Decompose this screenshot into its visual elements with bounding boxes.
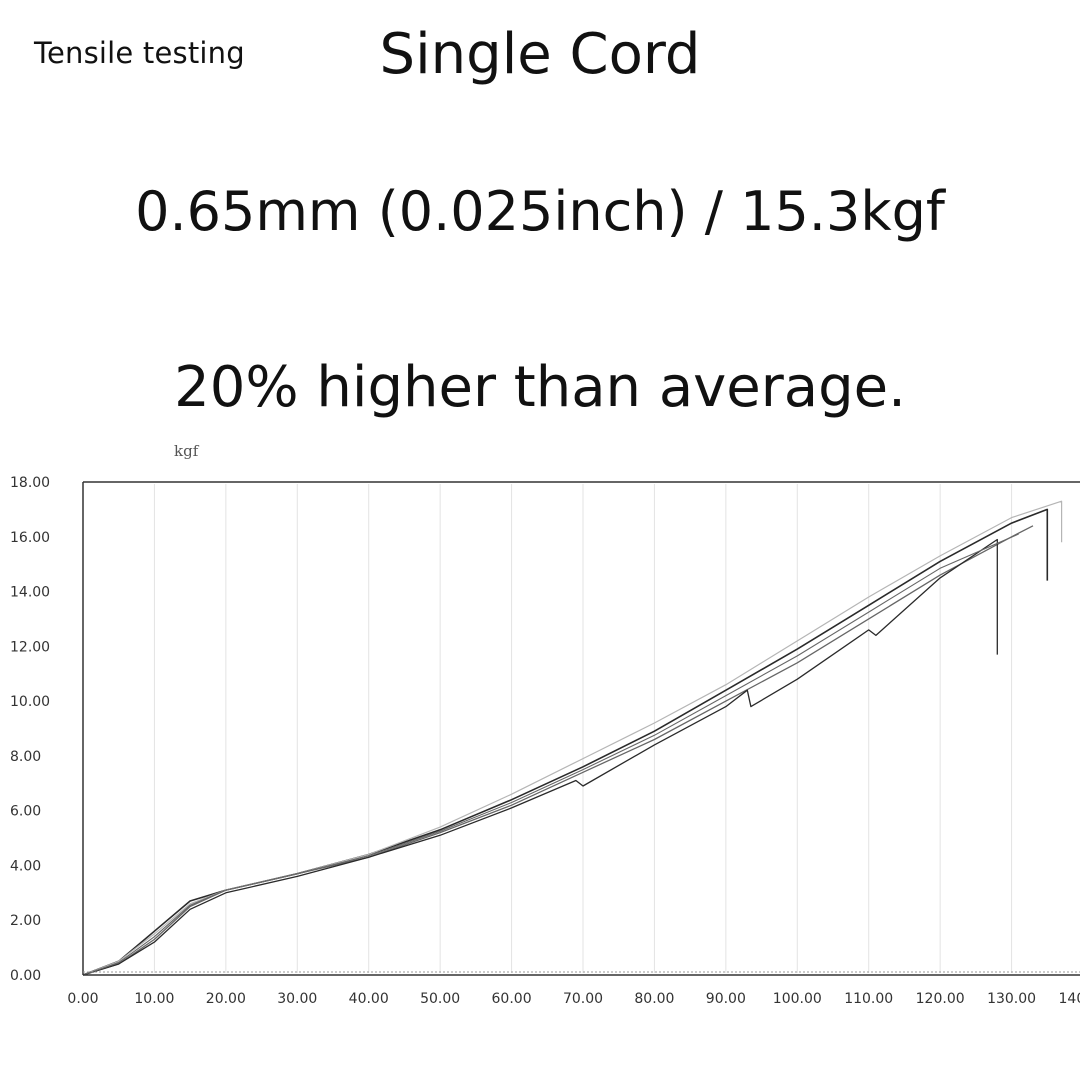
curve-layer: [82, 500, 1063, 976]
spec-line: 0.65mm (0.025inch) / 15.3kgf: [135, 180, 945, 243]
y-tick-label: 10.00: [10, 694, 50, 710]
x-tick-label: 90.00: [706, 991, 746, 1007]
x-tick-label: 80.00: [634, 991, 674, 1007]
y-tick-label: 6.00: [10, 804, 41, 820]
y-tick-label: 2.00: [10, 913, 41, 929]
axis-layer: [82, 481, 1080, 976]
small-title: Tensile testing: [34, 36, 245, 70]
x-tick-label: 20.00: [206, 991, 246, 1007]
y-axis-unit-label: kgf: [174, 442, 200, 460]
series-line-1: [82, 508, 1049, 976]
x-tick-label: 70.00: [563, 991, 603, 1007]
x-tick-label: 100.00: [773, 991, 822, 1007]
y-tick-label: 12.00: [10, 639, 50, 655]
page-title: Single Cord: [379, 22, 701, 87]
grid-layer: [153, 484, 1013, 973]
x-tick-label: 30.00: [277, 991, 317, 1007]
x-tick-label: 140.00: [1059, 991, 1080, 1007]
x-tick-label: 60.00: [492, 991, 532, 1007]
series-line-3: [82, 500, 1063, 976]
y-tick-label: 16.00: [10, 530, 50, 546]
x-tick-label: 110.00: [844, 991, 893, 1007]
y-tick-label: 8.00: [10, 749, 41, 765]
x-tick-label: 120.00: [916, 991, 965, 1007]
y-tick-label: 18.00: [10, 475, 50, 491]
x-tick-label: 40.00: [349, 991, 389, 1007]
y-tick-label: 4.00: [10, 858, 41, 874]
series-line-2: [82, 525, 1034, 976]
x-tick-label: 0.00: [67, 991, 98, 1007]
tensile-chart: 0.00 2.00 4.00 6.00 8.00 10.00 12.00 14.00 16.00…: [10, 442, 1080, 1007]
claim-line: 20% higher than average.: [174, 355, 906, 420]
series-line-4: [82, 538, 998, 976]
y-tick-label: 0.00: [10, 968, 41, 984]
tick-layer: 0.00 2.00 4.00 6.00 8.00 10.00 12.00 14.00 16.00…: [10, 475, 1080, 1007]
x-tick-label: 50.00: [420, 991, 460, 1007]
x-tick-label: 10.00: [134, 991, 174, 1007]
series-line-5: [82, 533, 1019, 976]
y-tick-label: 14.00: [10, 585, 50, 601]
x-tick-label: 130.00: [987, 991, 1036, 1007]
